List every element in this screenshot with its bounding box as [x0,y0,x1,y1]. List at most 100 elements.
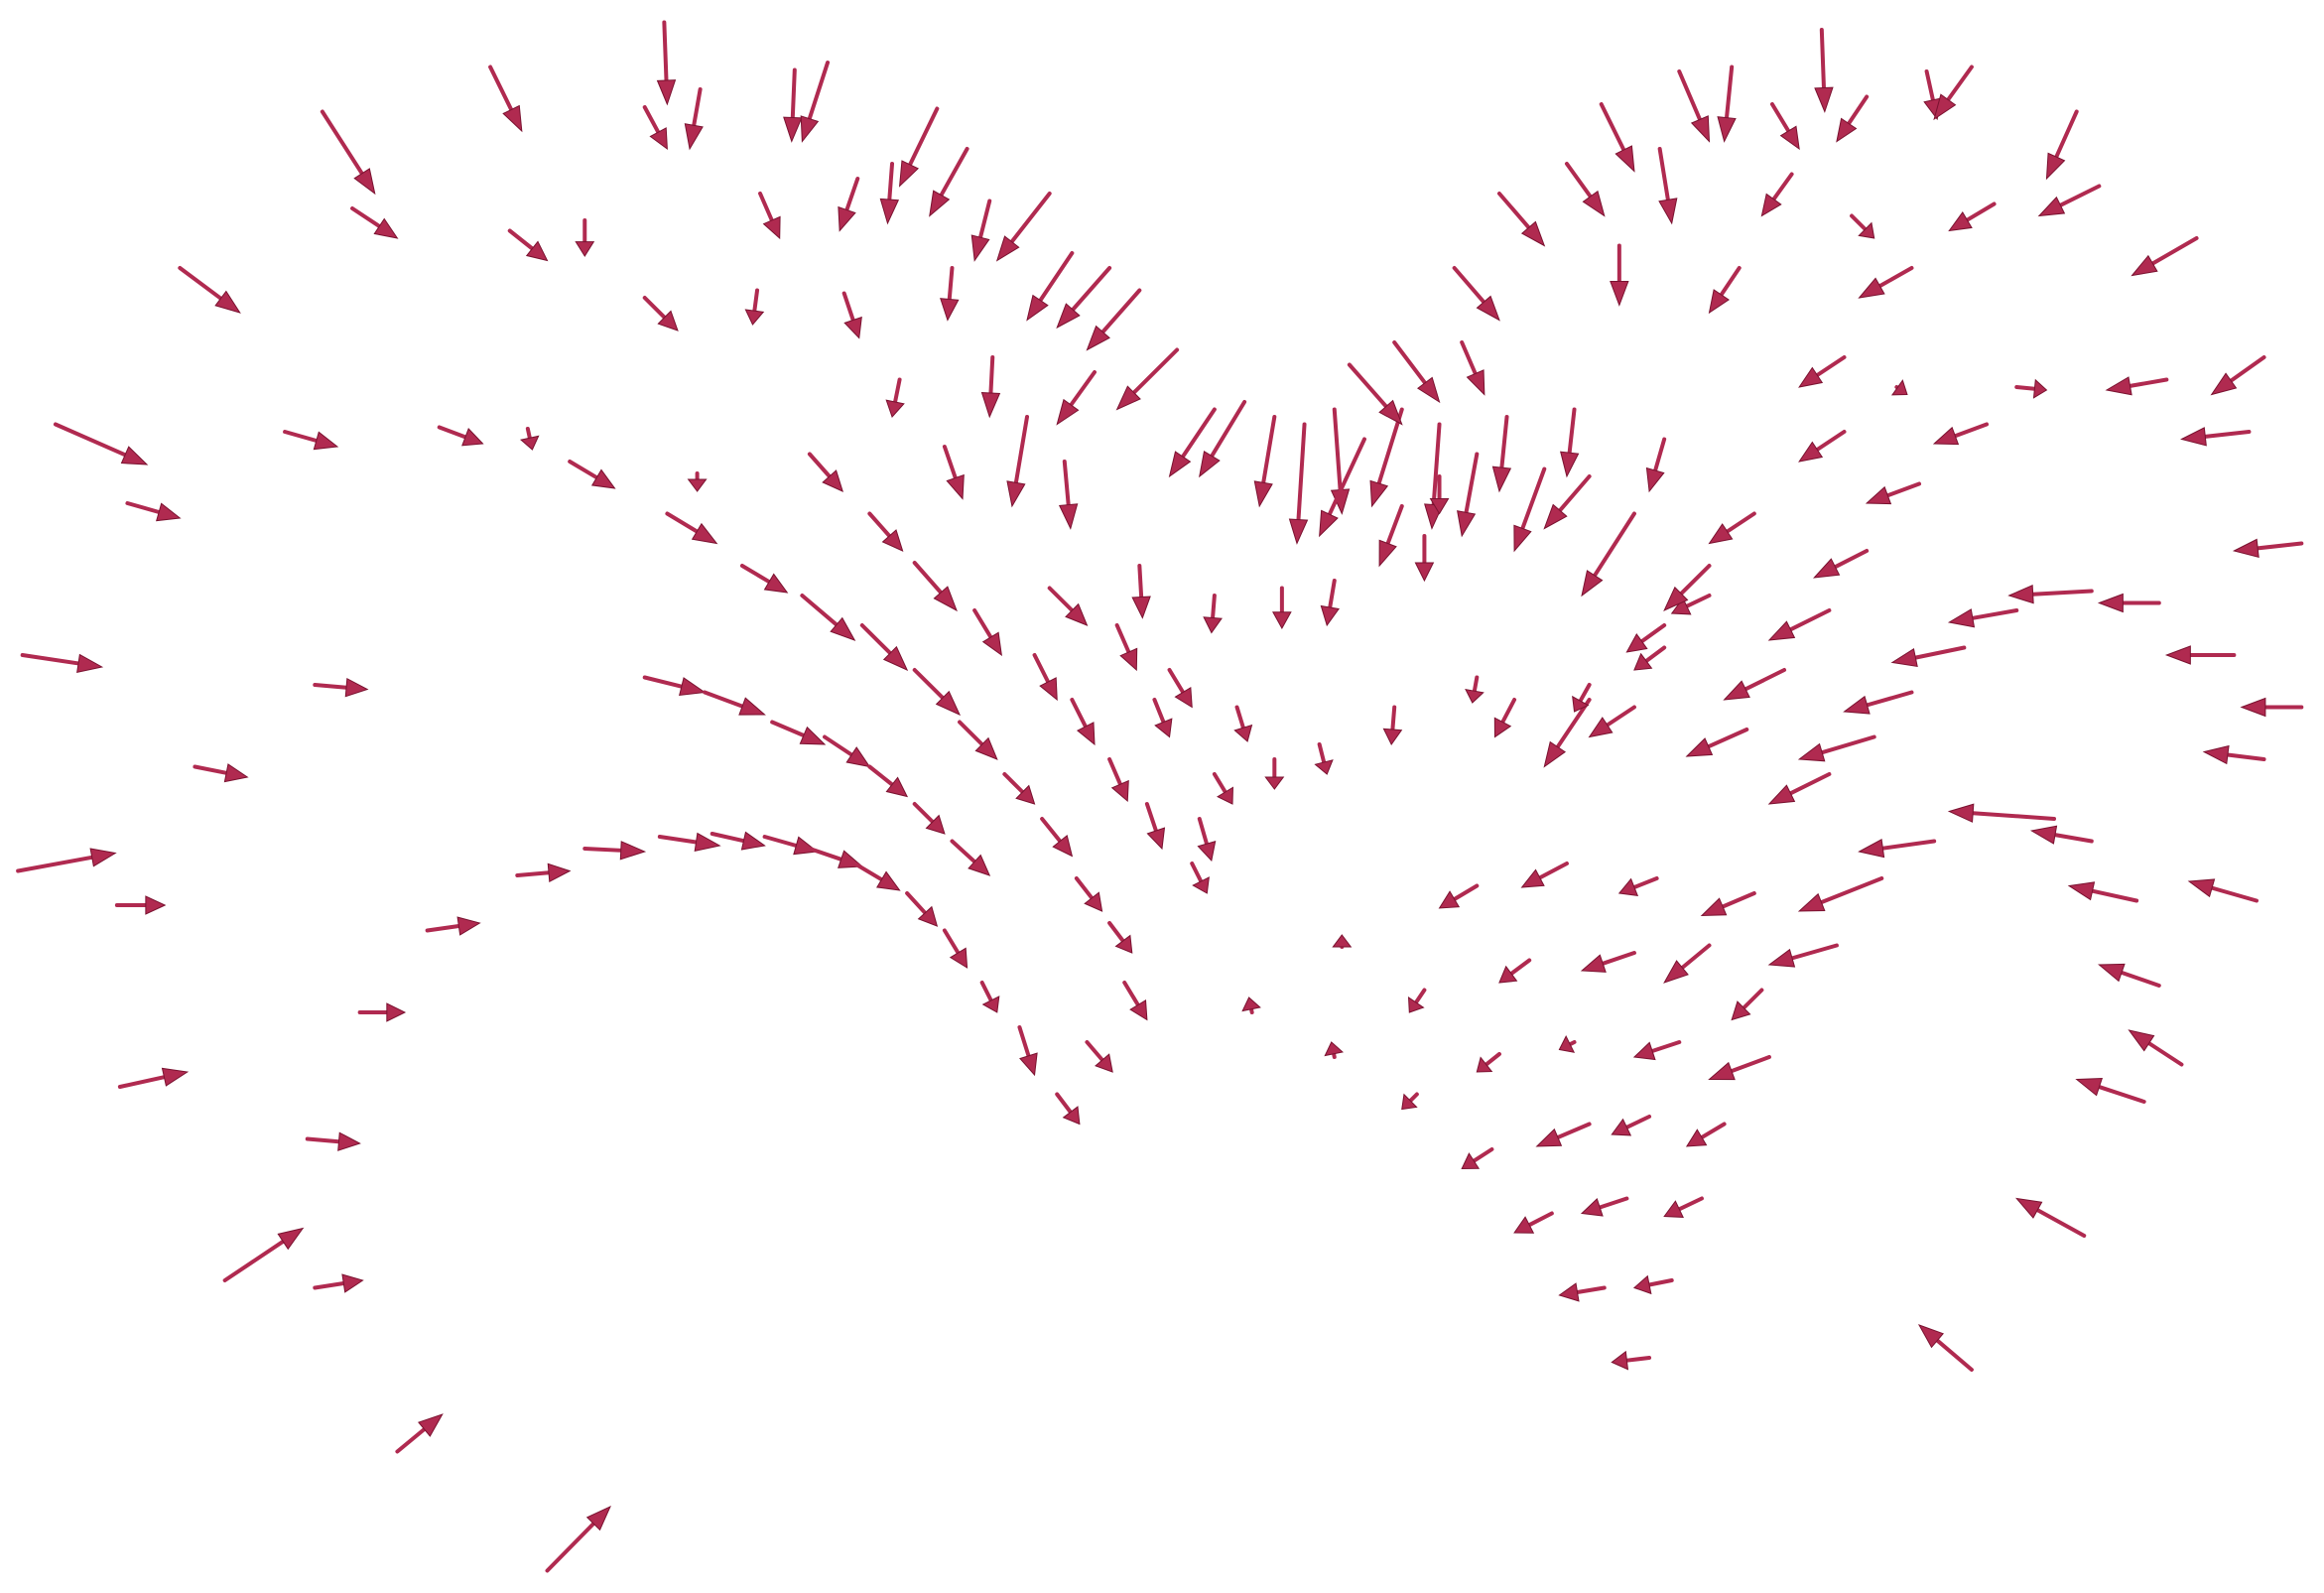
arrow [642,105,668,151]
arrow-head [762,215,781,240]
arrow-shaft [1180,407,1217,460]
arrow-head [1858,838,1885,859]
arrow-head [1006,480,1026,508]
arrow [1070,698,1096,746]
arrow-shaft [53,422,128,458]
arrow [1933,65,1974,121]
arrow-head [223,763,249,783]
arrow [1558,1034,1577,1053]
arrow-head [1129,998,1148,1021]
arrow [1212,772,1233,805]
arrow [2210,355,2266,396]
arrow-head [1723,680,1750,701]
arrow [1543,474,1592,530]
arrow-head [995,235,1020,262]
arrow-shaft [841,291,855,323]
arrow [687,471,708,492]
arrow [1543,698,1592,768]
arrow [1392,340,1441,404]
arrow [1520,862,1569,888]
arrow [1320,579,1340,627]
arrow-shaft [979,981,993,1002]
arrow-head [882,645,909,672]
arrow [1074,876,1103,912]
arrow [193,763,249,783]
arrow [1814,28,1834,113]
arrow-head [1658,198,1678,225]
arrow-head [1253,480,1273,508]
arrow-shaft [912,802,935,824]
arrow-shaft [1729,1055,1771,1074]
arrow [1610,243,1629,307]
arrow-shaft [823,734,854,757]
arrow-shaft [2090,888,2139,903]
arrow-head [1633,652,1653,671]
arrow-shaft [1946,65,1974,102]
arrow-shaft [844,177,860,212]
arrow-head [1610,281,1629,307]
arrow-head [1767,620,1796,641]
arrow-shaft [1107,921,1125,943]
arrow [980,355,1001,419]
arrow-head [657,310,679,332]
arrow-head [1110,779,1129,803]
arrow-head [1836,117,1858,143]
arrow-head [1690,115,1711,143]
arrow [1272,586,1292,630]
arrow-head [1039,677,1058,702]
arrow-shaft [893,377,902,404]
arrow [942,445,965,500]
arrow-shaft [1392,340,1428,385]
arrow-shaft [1924,69,1935,102]
arrow-shaft [1819,28,1826,90]
arrow [1152,698,1173,738]
arrow-shaft [2225,752,2266,761]
arrow-head [1767,784,1796,805]
arrow-head [656,79,677,106]
arrow-head [1843,695,1871,715]
arrow [1632,1274,1674,1295]
arrow [1760,172,1794,217]
arrow-shaft [568,460,599,480]
arrow-shaft [1122,981,1140,1007]
arrow-shaft [582,847,623,853]
arrow-head [1663,1200,1684,1218]
arrow-head [949,947,968,969]
arrow-shaft [752,288,760,314]
arrow-shaft [2203,430,2252,439]
arrow-shaft [1069,370,1097,408]
arrow [1731,988,1764,1021]
arrow-shaft [1815,430,1847,452]
arrow [995,192,1052,262]
arrow [1378,504,1404,568]
arrow-head [1572,695,1590,713]
arrow-shaft [320,109,364,176]
arrow [1663,943,1712,984]
arrow-head [1685,1128,1708,1147]
arrow-head [1457,510,1477,538]
arrow [929,147,969,217]
arrow-shaft [942,928,961,955]
arrow-shaft [1152,698,1166,725]
arrow-head [1498,965,1518,984]
arrow-shaft [1680,943,1712,970]
arrow-shaft [1769,102,1791,133]
arrow [53,422,149,465]
arrow-head [1197,841,1217,863]
arrow [20,653,104,673]
arrow-head [2075,1077,2104,1097]
arrow-head [940,298,960,322]
arrow-head [881,529,904,552]
arrow [1168,407,1217,478]
arrow-shaft [958,720,984,746]
arrow-shaft [1644,645,1667,663]
arrow-head [1779,125,1800,151]
arrow [1347,362,1403,426]
arrow-head [1199,451,1221,478]
arrow-shaft [1699,1122,1727,1139]
arrow-head [1217,786,1233,805]
arrow-head [980,392,1001,419]
arrow-shaft [1527,1211,1554,1228]
arrow-shaft [1605,705,1636,728]
arrow-head [1174,686,1193,709]
